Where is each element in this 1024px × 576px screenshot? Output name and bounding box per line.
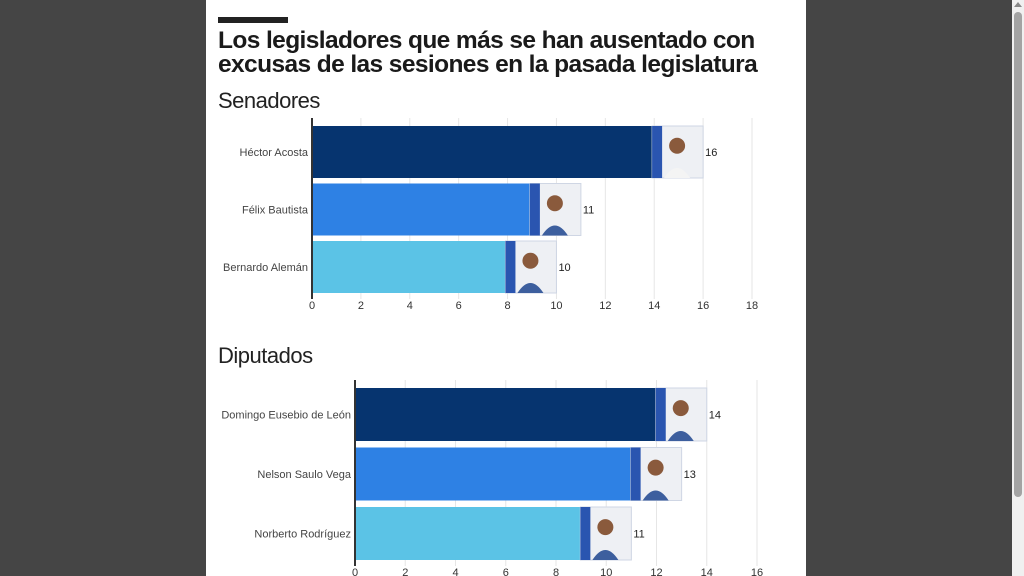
data-label: 10	[558, 262, 570, 274]
suit	[667, 431, 694, 441]
chart-title-senadores: Senadores	[218, 88, 320, 113]
x-tick-label: 18	[746, 300, 758, 312]
face	[546, 195, 563, 212]
chart-title-diputados: Diputados	[218, 343, 313, 368]
category-label: Bernardo Alemán	[223, 262, 308, 274]
scrollbar[interactable]	[1012, 0, 1024, 576]
flag	[652, 126, 663, 178]
article-panel: Los legisladores que más se han ausentad…	[206, 0, 806, 576]
x-tick-label: 8	[504, 300, 510, 312]
suit	[517, 283, 544, 293]
face	[669, 137, 686, 154]
x-tick-label: 12	[599, 300, 611, 312]
x-tick-label: 4	[452, 567, 458, 576]
flag	[630, 447, 641, 501]
category-label: Félix Bautista	[242, 205, 309, 217]
x-tick-label: 4	[407, 300, 413, 312]
portrait-photo	[504, 240, 557, 294]
x-tick-label: 8	[553, 567, 559, 576]
suit	[592, 550, 619, 560]
flag	[529, 183, 540, 236]
portrait-photo	[655, 387, 708, 442]
x-tick-label: 0	[309, 300, 315, 312]
suit	[664, 168, 691, 178]
x-tick-label: 2	[402, 567, 408, 576]
scrollbar-thumb[interactable]	[1014, 12, 1022, 497]
category-label: Héctor Acosta	[240, 147, 309, 159]
data-label: 16	[705, 147, 717, 159]
x-tick-label: 16	[697, 300, 709, 312]
face	[672, 400, 689, 417]
x-tick-label: 16	[751, 567, 763, 576]
category-label: Domingo Eusebio de León	[221, 410, 351, 422]
portrait-photo	[630, 447, 683, 501]
bar	[355, 447, 682, 501]
chart-diputados: 0 2 4 6 8 10 12 14 16 14 Domingo Eusebio de León 13…	[221, 380, 763, 576]
x-tick-label: 0	[352, 567, 358, 576]
x-tick-label: 6	[503, 567, 509, 576]
portrait-photo	[579, 506, 632, 561]
x-tick-label: 14	[701, 567, 713, 576]
face	[522, 252, 539, 269]
x-tick-label: 12	[650, 567, 662, 576]
data-label: 11	[633, 529, 644, 541]
flag	[505, 241, 516, 293]
x-tick-label: 10	[600, 567, 612, 576]
face	[647, 459, 664, 476]
x-tick-label: 14	[648, 300, 660, 312]
suit	[642, 490, 669, 501]
x-tick-label: 2	[358, 300, 364, 312]
bar	[355, 388, 707, 441]
page-title: Los legisladores que más se han ausentad…	[218, 27, 758, 78]
flag	[580, 507, 591, 560]
x-tick-label: 10	[550, 300, 562, 312]
chart-senadores: 0 2 4 6 8 10 12 14 16 18 16 Héctor Acosta 11 Félix Ba…	[223, 118, 758, 312]
flag	[655, 388, 666, 441]
bar	[312, 126, 704, 178]
data-label: 11	[583, 205, 594, 217]
face	[597, 519, 614, 536]
category-label: Norberto Rodríguez	[254, 529, 351, 541]
scroll-up-arrow-icon[interactable]	[1014, 2, 1022, 7]
category-label: Nelson Saulo Vega	[257, 469, 351, 481]
data-label: 14	[709, 410, 721, 422]
kicker-bar	[218, 17, 288, 23]
portrait-photo	[529, 183, 582, 236]
data-label: 13	[684, 469, 696, 481]
suit	[541, 225, 568, 236]
portrait-photo	[651, 125, 704, 179]
x-tick-label: 6	[456, 300, 462, 312]
